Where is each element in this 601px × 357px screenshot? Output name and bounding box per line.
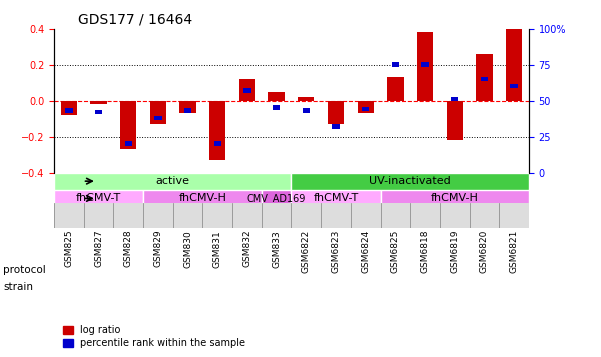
Bar	[510, 84, 517, 89]
Bar	[298, 97, 314, 101]
Bar	[358, 101, 374, 113]
FancyBboxPatch shape	[54, 172, 291, 190]
Text: CMV_AD169: CMV_AD169	[247, 193, 307, 204]
Bar	[150, 101, 166, 124]
Bar	[90, 101, 107, 104]
Bar	[269, 91, 285, 101]
Bar	[239, 79, 255, 101]
Bar	[120, 101, 136, 149]
FancyBboxPatch shape	[380, 190, 529, 207]
Text: fhCMV-H: fhCMV-H	[178, 193, 227, 203]
Text: fhCMV-H: fhCMV-H	[431, 193, 478, 203]
Bar	[180, 101, 196, 113]
FancyBboxPatch shape	[291, 190, 380, 207]
Bar	[184, 109, 191, 113]
Bar	[273, 105, 280, 110]
Text: protocol: protocol	[3, 265, 46, 275]
Bar	[421, 62, 429, 67]
Bar	[362, 107, 370, 111]
Bar	[154, 116, 162, 120]
Bar	[328, 101, 344, 124]
Text: strain: strain	[3, 282, 33, 292]
Bar	[506, 29, 522, 101]
FancyBboxPatch shape	[291, 172, 529, 190]
Bar	[303, 109, 310, 113]
Bar	[213, 141, 221, 146]
Text: GDS177 / 16464: GDS177 / 16464	[78, 12, 192, 26]
Bar	[481, 77, 488, 81]
FancyBboxPatch shape	[54, 190, 143, 207]
Bar	[417, 32, 433, 101]
Text: fhCMV-T: fhCMV-T	[76, 193, 121, 203]
Bar	[392, 62, 399, 67]
Bar	[61, 101, 77, 115]
FancyBboxPatch shape	[143, 190, 262, 207]
Text: fhCMV-T: fhCMV-T	[313, 193, 359, 203]
Bar	[387, 77, 403, 101]
Bar	[451, 97, 459, 101]
Bar	[476, 54, 493, 101]
Text: active: active	[156, 176, 190, 186]
Legend: log ratio, percentile rank within the sample: log ratio, percentile rank within the sa…	[59, 321, 249, 352]
Bar	[124, 141, 132, 146]
Bar	[447, 101, 463, 140]
Bar	[66, 109, 73, 113]
FancyBboxPatch shape	[262, 190, 291, 207]
Bar	[95, 110, 102, 114]
Bar	[243, 88, 251, 93]
Bar	[209, 101, 225, 160]
Text: UV-inactivated: UV-inactivated	[369, 176, 451, 186]
Bar	[332, 124, 340, 129]
